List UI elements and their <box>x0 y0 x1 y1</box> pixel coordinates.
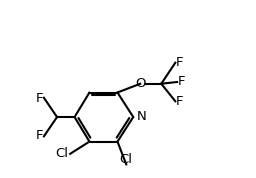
Text: F: F <box>36 129 43 142</box>
Text: F: F <box>176 56 184 69</box>
Text: Cl: Cl <box>120 153 133 166</box>
Text: O: O <box>135 77 146 90</box>
Text: F: F <box>178 75 185 88</box>
Text: Cl: Cl <box>56 147 68 160</box>
Text: F: F <box>36 92 43 105</box>
Text: N: N <box>137 110 147 123</box>
Text: F: F <box>176 95 184 108</box>
